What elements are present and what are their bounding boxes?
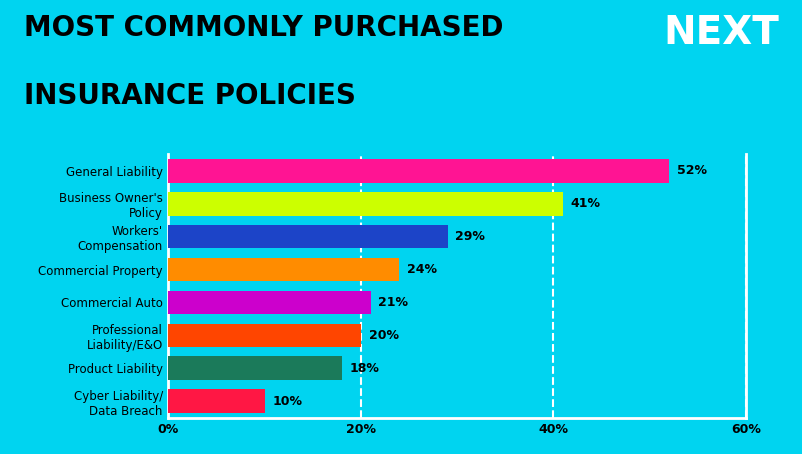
Text: 18%: 18%	[350, 362, 379, 375]
Text: MOST COMMONLY PURCHASED: MOST COMMONLY PURCHASED	[24, 14, 504, 42]
Text: 24%: 24%	[407, 263, 437, 276]
Text: 29%: 29%	[456, 230, 485, 243]
Text: 52%: 52%	[677, 164, 707, 178]
Text: 10%: 10%	[273, 395, 302, 408]
Text: INSURANCE POLICIES: INSURANCE POLICIES	[24, 82, 356, 110]
Bar	[168, 356, 342, 380]
Bar	[168, 390, 265, 413]
Text: 41%: 41%	[571, 197, 601, 210]
Bar	[168, 225, 448, 248]
Bar	[168, 192, 563, 216]
Text: 21%: 21%	[379, 296, 408, 309]
Bar	[168, 258, 399, 281]
Bar	[168, 291, 371, 314]
Bar	[168, 324, 361, 347]
Bar	[168, 159, 669, 183]
Text: 20%: 20%	[369, 329, 399, 342]
Text: NEXT: NEXT	[664, 14, 780, 52]
